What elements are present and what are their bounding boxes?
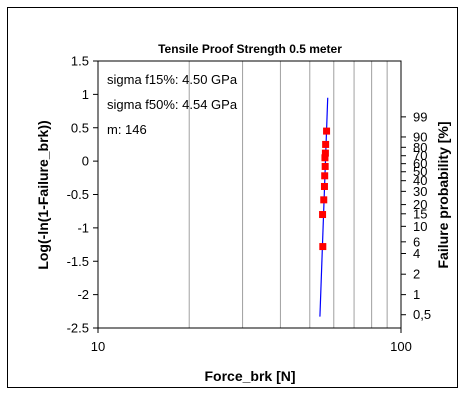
right-tick-label-1: 90: [413, 129, 427, 144]
annotation-m: m: 146: [107, 122, 147, 137]
x-tick-label-1: 100: [390, 339, 412, 354]
y-tick-label-5: 0: [82, 154, 89, 169]
right-axis-label: Failure probability [%]: [435, 121, 451, 268]
chart-title: Tensile Proof Strength 0.5 meter: [158, 42, 342, 56]
y-tick-label-7: 1: [82, 87, 89, 102]
right-tick-label-9: 15: [413, 206, 427, 221]
data-point-8: [322, 140, 330, 148]
x-axis: 10 100: [91, 328, 412, 354]
chart-frame: [7, 7, 458, 388]
x-tick-label-0: 10: [91, 339, 105, 354]
right-tick-label-12: 4: [413, 246, 420, 261]
right-tick-label-8: 20: [413, 197, 427, 212]
data-point-3: [320, 182, 328, 190]
data-point-1: [319, 211, 327, 219]
right-tick-label-4: 60: [413, 156, 427, 171]
right-tick-label-15: 0,5: [413, 307, 431, 322]
right-tick-label-2: 80: [413, 140, 427, 155]
data-point-4: [321, 172, 329, 180]
y-tick-label-8: 1.5: [71, 54, 89, 69]
right-tick-label-13: 2: [413, 267, 420, 282]
right-tick-label-7: 30: [413, 184, 427, 199]
data-points: [319, 127, 331, 251]
data-point-6: [321, 154, 329, 162]
y-tick-label-1: -2: [77, 287, 89, 302]
annotation-sigma-f15: sigma f15%: 4.50 GPa: [107, 72, 238, 87]
x-axis-label: Force_brk [N]: [204, 368, 295, 384]
y-tick-label-2: -1.5: [67, 254, 89, 269]
y-axis: -2.5 -2 -1.5 -1 -0.5 0 0.5 1 1.5: [67, 54, 98, 336]
data-point-5: [321, 162, 329, 170]
y-tick-label-3: -1: [77, 220, 89, 235]
y-axis-label: Log(-ln(1-Failure_brk)): [35, 120, 51, 269]
right-tick-label-0: 99: [413, 109, 427, 124]
right-tick-label-10: 10: [413, 219, 427, 234]
data-point-7: [321, 149, 329, 157]
y-tick-label-4: -0.5: [67, 187, 89, 202]
vertical-gridlines: [188, 61, 388, 328]
y-tick-label-0: -2.5: [67, 321, 89, 336]
right-tick-label-11: 6: [413, 234, 420, 249]
data-point-2: [320, 196, 328, 204]
right-tick-label-14: 1: [413, 287, 420, 302]
right-tick-label-3: 70: [413, 148, 427, 163]
data-point-9: [323, 127, 331, 135]
right-tick-label-6: 40: [413, 173, 427, 188]
data-point-0: [319, 243, 327, 251]
y-tick-label-6: 0.5: [71, 120, 89, 135]
right-tick-label-5: 50: [413, 164, 427, 179]
annotation-sigma-f50: sigma f50%: 4.54 GPa: [107, 97, 238, 112]
